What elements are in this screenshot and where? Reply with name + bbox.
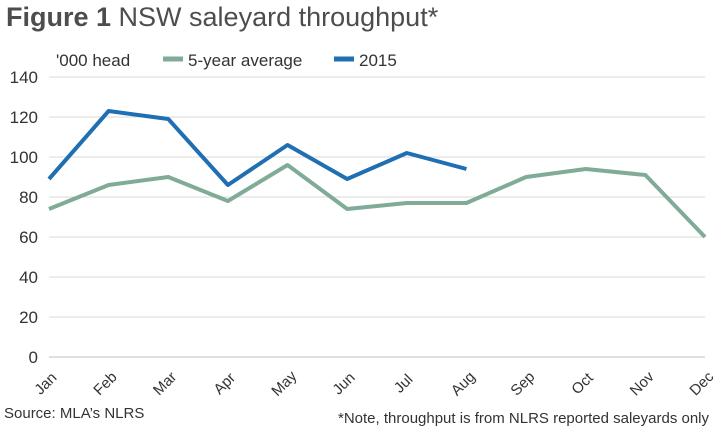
- y-tick-label: 80: [19, 188, 38, 207]
- series-line: [47, 109, 467, 187]
- x-tick-label: Apr: [210, 370, 239, 399]
- x-tick-label: Jun: [329, 369, 358, 398]
- legend-label: 5-year average: [188, 51, 302, 70]
- y-tick-label: 40: [19, 268, 38, 287]
- x-tick-label: Jan: [31, 369, 60, 398]
- figure-label: Figure 1: [6, 2, 112, 32]
- x-tick-label: Nov: [627, 368, 658, 399]
- y-tick-label: 0: [29, 348, 38, 367]
- y-tick-label: 100: [10, 148, 38, 167]
- y-tick-label: 20: [19, 308, 38, 327]
- x-tick-label: Dec: [686, 368, 715, 399]
- title-text: NSW saleyard throughput*: [118, 2, 439, 32]
- y-axis-label: '000 head: [56, 51, 130, 70]
- source-note: Source: MLA’s NLRS: [4, 405, 145, 422]
- x-tick-label: Oct: [568, 369, 597, 398]
- chart-title: Figure 1 NSW saleyard throughput*: [6, 2, 438, 33]
- y-tick-label: 140: [10, 68, 38, 87]
- x-tick-label: Sep: [507, 368, 538, 399]
- x-tick-label: Aug: [448, 368, 479, 399]
- footnote: *Note, throughput is from NLRS reported …: [337, 410, 709, 427]
- legend-label: 2015: [359, 51, 397, 70]
- x-tick-label: Feb: [90, 369, 120, 399]
- y-tick-label: 120: [10, 108, 38, 127]
- series-line: [48, 163, 707, 239]
- y-tick-label: 60: [19, 228, 38, 247]
- x-tick-label: Mar: [150, 369, 180, 399]
- x-tick-label: May: [268, 367, 300, 399]
- x-tick-label: Jul: [391, 371, 417, 397]
